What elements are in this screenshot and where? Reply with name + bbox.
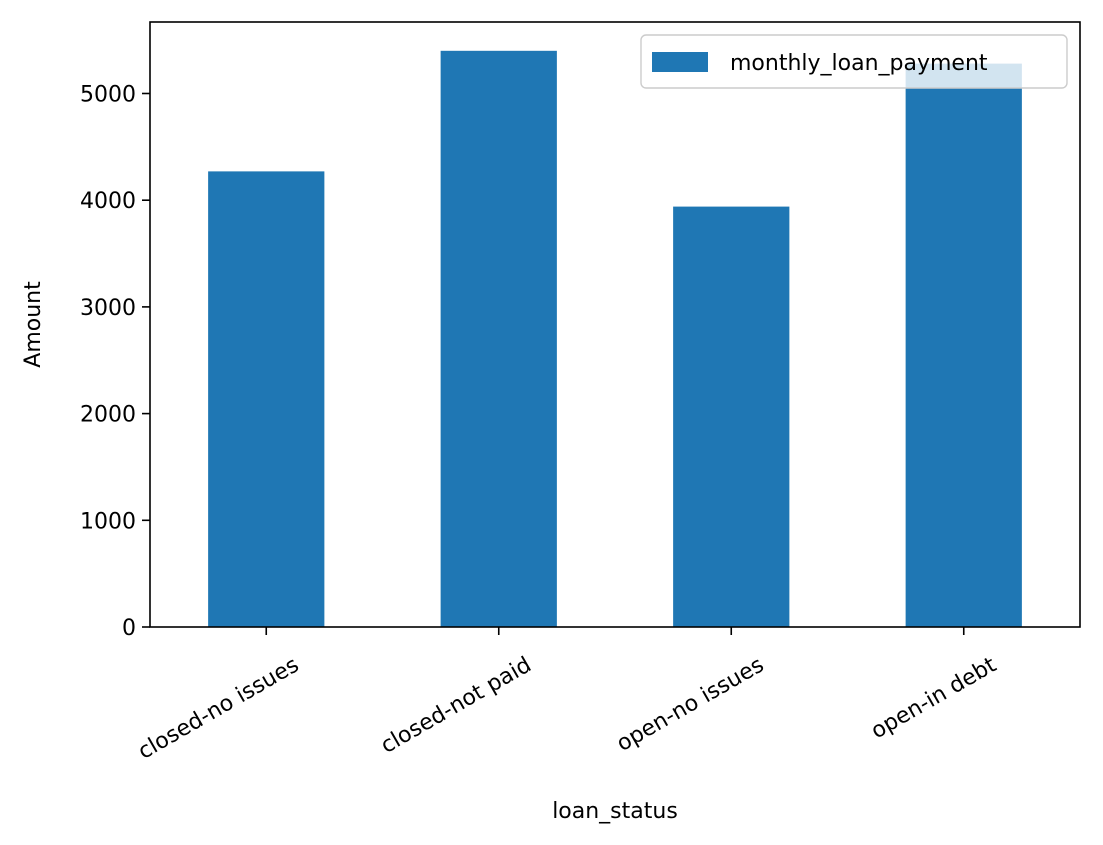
y-tick-label: 0 [122,616,136,641]
x-axis-label: loan_status [552,799,678,824]
legend-box [640,34,1068,89]
x-axis-ticks: closed-no issues closed-not paid open-no i… [134,627,1001,765]
bar-4 [905,63,1022,627]
x-tick-label: open-in debt [867,652,1001,744]
y-tick-label: 3000 [80,296,136,321]
axes-frame [149,21,1081,628]
x-tick-label: closed-not paid [377,653,536,759]
y-tick-label: 1000 [80,509,136,534]
y-tick-label: 5000 [80,82,136,107]
x-tick-label: closed-no issues [134,653,303,765]
x-tick-label: open-no issues [613,653,769,757]
bar-3 [673,206,790,627]
bars [208,50,1022,628]
y-axis-label: Amount [21,281,46,368]
y-tick-label: 4000 [80,189,136,214]
legend: monthly_loan_payment [640,34,1068,89]
bar-2 [440,50,557,628]
y-tick-label: 2000 [80,403,136,428]
legend-label: monthly_loan_payment [730,51,988,76]
y-axis-ticks: 0 1000 2000 3000 4000 5000 [80,82,150,641]
legend-swatch [652,52,708,72]
bar-1 [208,171,325,627]
